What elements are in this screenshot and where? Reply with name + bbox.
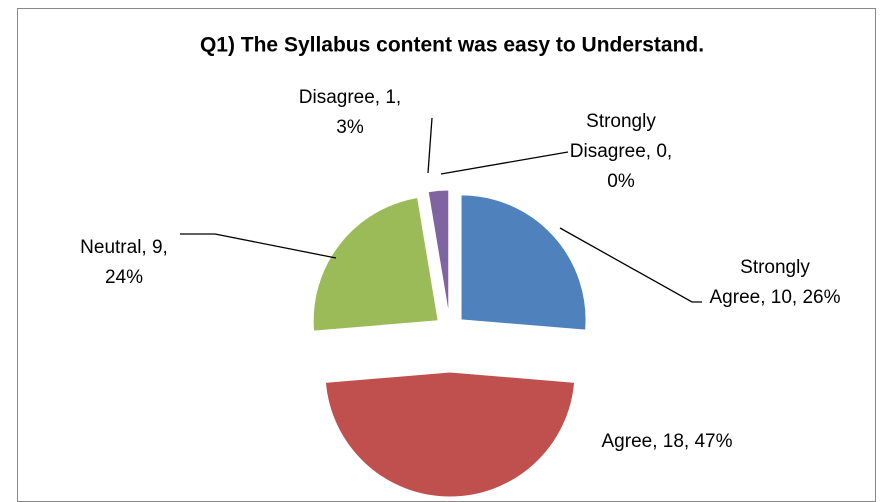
data-label: Disagree, 1, <box>299 87 401 108</box>
pie-slice <box>312 196 439 332</box>
data-label: Agree, 18, 47% <box>602 431 733 452</box>
pie-slice <box>460 194 587 331</box>
chart-title: Q1) The Syllabus content was easy to Und… <box>200 34 704 57</box>
data-label: Agree, 10, 26% <box>710 287 841 308</box>
pie-slice <box>427 189 450 316</box>
data-label: Strongly <box>740 257 810 278</box>
leader-line <box>440 151 569 175</box>
leader-line <box>427 117 433 174</box>
leader-line <box>559 227 702 303</box>
data-label: 24% <box>105 267 143 288</box>
pie-slice <box>324 371 576 498</box>
data-label: 3% <box>336 117 364 138</box>
data-label: Neutral, 9, <box>80 237 168 258</box>
data-label: Strongly <box>586 111 656 132</box>
data-label: 0% <box>607 171 635 192</box>
leader-line <box>180 233 337 259</box>
data-label: Disagree, 0, <box>570 141 672 162</box>
